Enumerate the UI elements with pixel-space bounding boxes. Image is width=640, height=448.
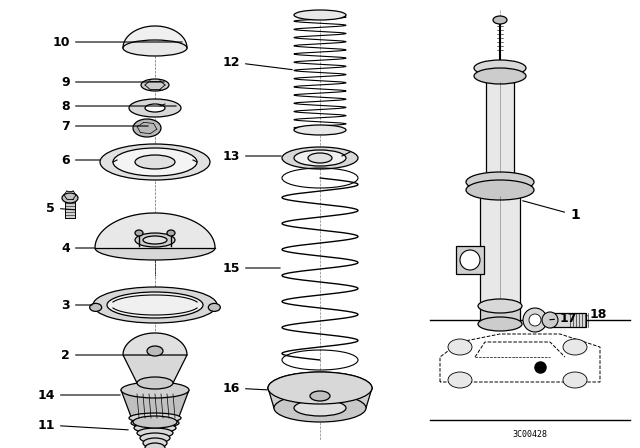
Ellipse shape [145, 443, 165, 448]
Polygon shape [123, 355, 187, 383]
Ellipse shape [282, 147, 358, 169]
Ellipse shape [448, 339, 472, 355]
Ellipse shape [310, 391, 330, 401]
FancyBboxPatch shape [456, 246, 484, 274]
Ellipse shape [137, 377, 173, 389]
Text: 7: 7 [61, 120, 148, 133]
Text: 1: 1 [523, 201, 580, 222]
Ellipse shape [147, 346, 163, 356]
Polygon shape [123, 26, 187, 48]
Ellipse shape [563, 339, 587, 355]
Ellipse shape [478, 317, 522, 331]
Ellipse shape [133, 119, 161, 137]
Ellipse shape [493, 16, 507, 24]
Text: 10: 10 [52, 35, 182, 48]
Ellipse shape [100, 144, 210, 180]
Text: 17: 17 [550, 311, 577, 324]
FancyBboxPatch shape [486, 82, 514, 182]
Ellipse shape [113, 148, 197, 176]
Ellipse shape [529, 314, 541, 326]
Ellipse shape [133, 416, 177, 428]
Ellipse shape [135, 155, 175, 169]
Text: 6: 6 [61, 154, 100, 167]
Ellipse shape [478, 299, 522, 313]
Ellipse shape [90, 303, 102, 311]
Ellipse shape [137, 428, 173, 438]
FancyBboxPatch shape [65, 198, 75, 218]
Ellipse shape [460, 250, 480, 270]
FancyBboxPatch shape [480, 196, 520, 306]
Ellipse shape [129, 99, 181, 117]
Text: 9: 9 [61, 76, 164, 89]
Ellipse shape [294, 400, 346, 416]
Text: 5: 5 [46, 202, 76, 215]
Ellipse shape [134, 423, 176, 433]
Ellipse shape [294, 125, 346, 135]
Ellipse shape [135, 233, 175, 247]
Ellipse shape [167, 230, 175, 236]
Ellipse shape [466, 180, 534, 200]
Ellipse shape [140, 433, 170, 443]
Text: 13: 13 [223, 150, 281, 163]
Ellipse shape [474, 60, 526, 76]
Text: 3C00428: 3C00428 [513, 430, 547, 439]
Ellipse shape [145, 104, 165, 112]
Text: 8: 8 [61, 99, 176, 112]
Ellipse shape [294, 150, 346, 166]
Polygon shape [268, 388, 372, 408]
Text: 18: 18 [586, 307, 607, 320]
Text: 12: 12 [223, 56, 292, 69]
Ellipse shape [143, 438, 167, 448]
Ellipse shape [542, 312, 558, 328]
Polygon shape [123, 333, 187, 355]
Ellipse shape [131, 418, 179, 428]
Text: 2: 2 [61, 349, 122, 362]
Ellipse shape [107, 292, 203, 318]
Ellipse shape [466, 172, 534, 192]
Ellipse shape [268, 372, 372, 404]
Ellipse shape [308, 153, 332, 163]
Ellipse shape [141, 79, 169, 91]
Polygon shape [121, 390, 189, 422]
Ellipse shape [123, 40, 187, 56]
Ellipse shape [121, 382, 189, 398]
Ellipse shape [523, 308, 547, 332]
Ellipse shape [294, 10, 346, 20]
Ellipse shape [474, 68, 526, 84]
Ellipse shape [563, 372, 587, 388]
Polygon shape [95, 213, 215, 248]
Ellipse shape [274, 394, 366, 422]
Text: 4: 4 [61, 241, 94, 254]
Ellipse shape [129, 413, 181, 423]
Ellipse shape [448, 372, 472, 388]
Ellipse shape [143, 236, 167, 244]
Text: 3: 3 [61, 298, 92, 311]
Ellipse shape [95, 236, 215, 260]
Text: 15: 15 [223, 262, 280, 275]
Ellipse shape [135, 230, 143, 236]
Text: 14: 14 [38, 388, 120, 401]
Ellipse shape [268, 372, 372, 404]
Ellipse shape [209, 303, 220, 311]
FancyBboxPatch shape [480, 306, 520, 324]
Ellipse shape [93, 287, 217, 323]
FancyBboxPatch shape [550, 313, 586, 327]
Text: 11: 11 [38, 418, 128, 431]
Text: 16: 16 [223, 382, 268, 395]
Ellipse shape [62, 193, 78, 203]
